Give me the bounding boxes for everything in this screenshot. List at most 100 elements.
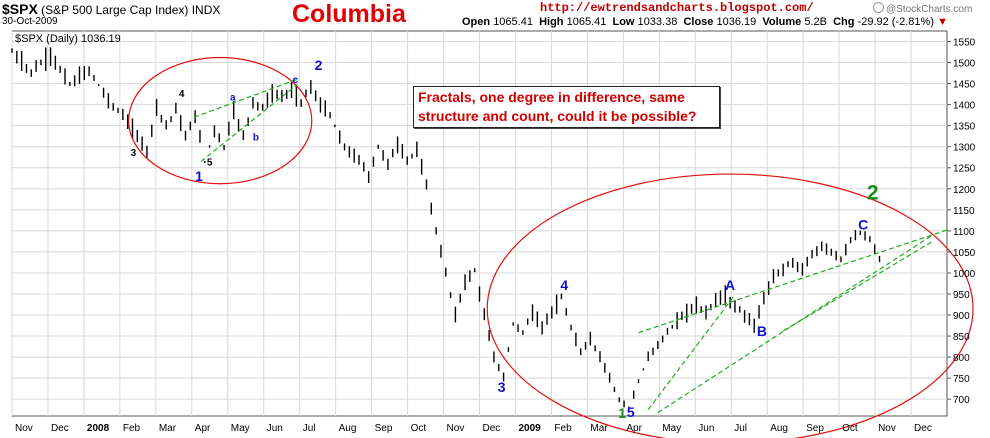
fractal-note: Fractals, one degree in difference, same… <box>413 86 720 128</box>
x-tick-label: May <box>662 423 681 434</box>
y-tick-label: 1350 <box>953 122 976 133</box>
x-tick-label: Sep <box>806 423 824 434</box>
trendline <box>657 234 933 414</box>
x-tick-label: Dec <box>483 423 501 434</box>
x-tick-label: Jul <box>303 423 316 434</box>
x-tick-label: Jun <box>267 423 283 434</box>
y-tick-label: 1500 <box>953 59 976 70</box>
x-tick-label: 2008 <box>87 423 110 434</box>
x-tick-label: Aug <box>770 423 788 434</box>
y-tick-label: 1100 <box>953 227 975 238</box>
grid-lines <box>11 31 947 416</box>
wave-label: 1 <box>195 168 203 184</box>
x-tick-label: Mar <box>159 423 177 434</box>
x-tick-label: Oct <box>411 423 427 434</box>
wave-ellipse <box>128 56 313 185</box>
x-tick-label: Feb <box>123 423 141 434</box>
series-label: $SPX (Daily) 1036.19 <box>15 33 121 45</box>
x-tick-label: Dec <box>914 423 932 434</box>
y-tick-label: 1450 <box>953 80 976 91</box>
y-axis: 700 750 800 850 900 950 1000 1050 1100 1150 1200 12… <box>947 38 976 406</box>
y-tick-label: 1250 <box>953 164 976 175</box>
symbol-header: $SPX (S&P 500 Large Cap Index) INDX <box>2 1 220 17</box>
wave-label: c <box>293 75 299 86</box>
wave-label: 5 <box>207 158 213 169</box>
x-tick-label: Aug <box>339 423 357 434</box>
close-value: 1036.19 <box>716 16 757 28</box>
wave-label: b <box>253 132 259 143</box>
stockcharts-logo-icon <box>873 2 884 13</box>
symbol-desc: (S&P 500 Large Cap Index) INDX <box>41 3 221 17</box>
price-bars <box>11 47 881 411</box>
stockcharts-watermark: @StockCharts.com <box>873 2 972 15</box>
wave-label: 3 <box>498 379 506 395</box>
x-axis: Nov Dec 2008 Feb Mar Apr May Jun Jul Aug Sep Oct Nov… <box>15 423 932 434</box>
volume-value: 5.2B <box>804 16 827 28</box>
high-label: High <box>539 16 564 28</box>
wave-ellipse <box>486 173 974 438</box>
wave-label: 2 <box>867 181 879 204</box>
y-tick-label: 1150 <box>953 206 975 217</box>
open-value: 1065.41 <box>493 16 533 28</box>
wave-label: A <box>725 277 735 293</box>
y-tick-label: 700 <box>953 395 970 406</box>
annotation-ellipses <box>128 56 974 438</box>
x-tick-label: Apr <box>195 423 211 434</box>
wave-label: B <box>757 323 767 339</box>
trendline <box>193 77 300 118</box>
chart-title: Columbia <box>292 0 406 28</box>
x-tick-label: May <box>231 423 250 434</box>
x-tick-label: Jul <box>734 423 747 434</box>
open-label: Open <box>462 16 491 28</box>
chg-value: -29.92 (-2.81%) <box>857 16 934 28</box>
y-tick-label: 1000 <box>953 269 976 280</box>
y-tick-label: 750 <box>953 374 970 385</box>
close-label: Close <box>683 16 714 28</box>
x-tick-label: Oct <box>842 423 858 434</box>
trendlines <box>193 77 948 414</box>
y-tick-label: 1550 <box>953 38 976 49</box>
symbol: $SPX <box>2 1 38 17</box>
wave-label: 3 <box>131 148 137 159</box>
watermark-text: @StockCharts.com <box>886 4 973 15</box>
y-tick-label: 1050 <box>953 248 976 259</box>
trendline <box>782 240 933 332</box>
x-tick-label: Feb <box>554 423 572 434</box>
wave-label: a <box>230 92 236 103</box>
x-tick-label: Nov <box>15 423 33 434</box>
x-tick-label: Sep <box>375 423 393 434</box>
trendline <box>638 229 948 334</box>
y-tick-label: 850 <box>953 332 970 343</box>
wave-label: 2 <box>315 57 323 73</box>
y-tick-label: 900 <box>953 311 970 322</box>
trendline <box>200 83 298 162</box>
blog-url[interactable]: http://ewtrendsandcharts.blogspot.com/ <box>540 1 814 15</box>
y-tick-label: 1400 <box>953 101 976 112</box>
y-tick-label: 800 <box>953 353 970 364</box>
low-value: 1033.38 <box>637 16 678 28</box>
y-tick-label: 1200 <box>953 185 976 196</box>
x-tick-label: Nov <box>447 423 465 434</box>
x-tick-label: Mar <box>590 423 608 434</box>
wave-label: 4 <box>179 89 185 100</box>
low-label: Low <box>612 16 635 28</box>
high-value: 1065.41 <box>566 16 607 28</box>
x-tick-label: Nov <box>878 423 896 434</box>
down-arrow-icon: ▼ <box>937 16 948 28</box>
y-tick-label: 1300 <box>953 143 976 154</box>
volume-label: Volume <box>762 16 802 28</box>
x-tick-label: Apr <box>626 423 642 434</box>
chg-label: Chg <box>833 16 855 28</box>
wave-label: 4 <box>560 277 568 293</box>
wave-label: C <box>858 217 868 233</box>
wave-label: 1 <box>618 405 626 421</box>
x-tick-label: Dec <box>51 423 69 434</box>
x-tick-label: Jun <box>698 423 714 434</box>
wave-label: 5 <box>627 404 635 420</box>
y-tick-label: 950 <box>953 290 970 301</box>
x-tick-label: 2009 <box>518 423 541 434</box>
chart-date: 30-Oct-2009 <box>2 16 58 27</box>
ohlc-readout: Open 1065.41 High 1065.41 Low 1033.38 Cl… <box>462 16 948 28</box>
